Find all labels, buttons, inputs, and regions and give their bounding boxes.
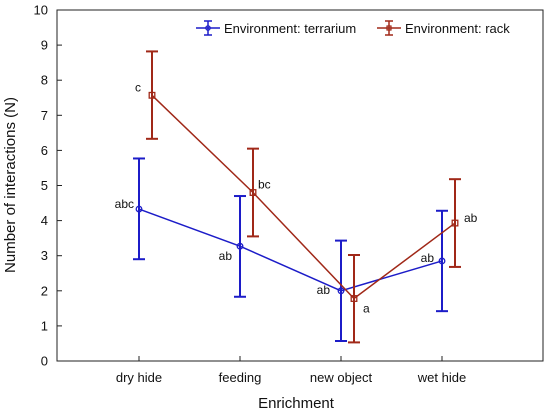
y-tick-label: 10 [34,3,48,18]
point-label: ab [464,211,478,225]
point-label: bc [258,178,271,192]
y-tick-label: 8 [41,73,48,88]
y-tick-label: 5 [41,178,48,193]
data-point [451,219,459,227]
data-point [350,295,358,302]
data-point [236,242,244,250]
data-point [148,91,156,99]
point-label: c [135,80,141,94]
y-axis-title: Number of interactions (N) [2,97,19,273]
point-label: ab [421,251,435,265]
x-tick-label: new object [310,370,373,385]
data-point [337,287,345,295]
x-tick-label: dry hide [116,370,162,385]
legend-marker [205,25,211,31]
legend-marker [386,25,392,31]
x-tick-label: wet hide [417,370,466,385]
legend-label: Environment: rack [405,21,510,36]
point-label: ab [317,283,331,297]
y-tick-label: 9 [41,38,48,53]
y-tick-label: 0 [41,354,48,369]
series-line-rack [151,94,456,300]
series-line-terrarium [138,208,443,292]
plot-area-frame [56,9,544,362]
data-point [438,257,446,265]
y-tick-label: 6 [41,143,48,158]
point-label: a [363,302,370,316]
legend: Environment: terrarium Environment: rack [196,20,510,36]
point-label: ab [219,249,233,263]
legend-label: Environment: terrarium [224,21,356,36]
point-label: abc [115,197,134,211]
x-tick-label: feeding [219,370,262,385]
y-tick-label: 4 [41,213,48,228]
data-point [249,189,257,196]
y-tick-label: 7 [41,108,48,123]
data-point [135,205,143,213]
y-tick-label: 2 [41,283,48,298]
y-tick-label: 1 [41,318,48,333]
x-axis-title: Enrichment [258,395,335,412]
y-tick-label: 3 [41,248,48,263]
